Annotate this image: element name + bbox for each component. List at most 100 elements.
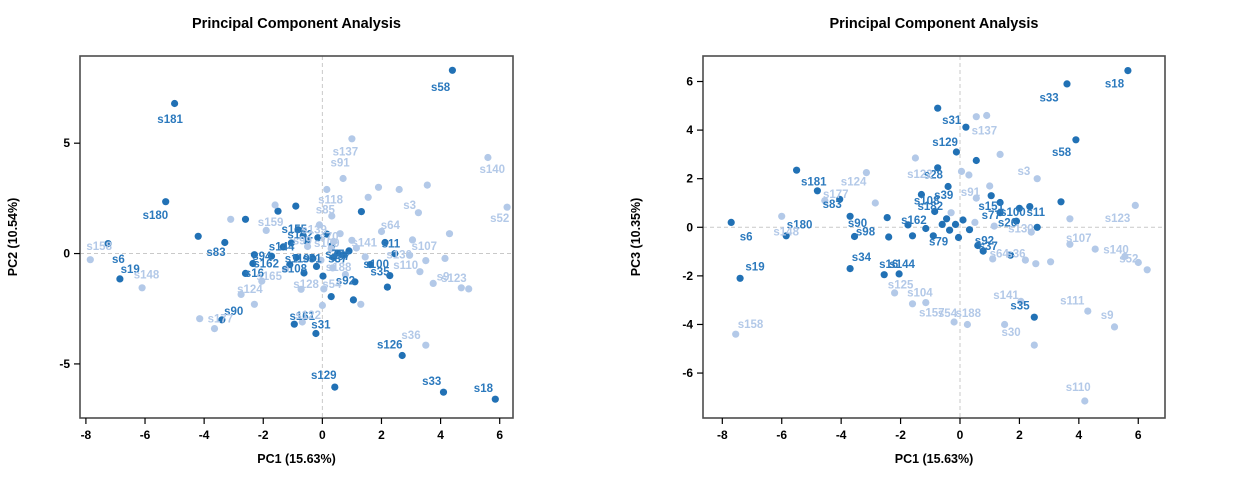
point-label-s104: s104 [907, 287, 933, 299]
point-label-s83: s83 [206, 247, 225, 259]
data-point-s19 [116, 275, 124, 283]
data-point-s18 [1124, 67, 1132, 75]
data-point-s16 [241, 269, 250, 277]
point-label-s165: s165 [256, 271, 282, 283]
data-point-s157 [950, 318, 958, 326]
data-point-s158 [86, 256, 94, 264]
point-label-s90: s90 [224, 306, 243, 318]
data-point [441, 254, 449, 262]
data-point-s188 [1001, 320, 1009, 329]
x-tick-label: 4 [437, 428, 444, 442]
point-label-s144: s144 [269, 242, 295, 254]
data-point-s92 [974, 241, 982, 250]
point-label-s180: s180 [787, 219, 813, 231]
data-point [329, 264, 337, 272]
data-point [1032, 260, 1040, 268]
y-tick-label: 2 [686, 172, 693, 186]
data-point-s130 [1027, 228, 1035, 236]
data-point [987, 192, 995, 200]
point-label-s30: s30 [1002, 327, 1021, 339]
data-point [292, 202, 300, 210]
point-label-s91: s91 [961, 187, 981, 199]
data-point [323, 230, 331, 238]
data-point-s100 [1015, 204, 1023, 212]
data-point-s125 [891, 289, 899, 297]
data-point [391, 250, 399, 258]
data-point-s162 [904, 221, 912, 229]
x-tick-label: -4 [199, 428, 210, 442]
data-point-s36 [1021, 256, 1029, 264]
data-point-s31 [962, 123, 970, 131]
data-point-s52 [1134, 258, 1142, 267]
data-point-s16 [880, 271, 888, 279]
point-label-s52: s52 [1119, 253, 1138, 265]
point-label-s37: s37 [328, 253, 347, 265]
data-point [951, 220, 960, 228]
point-label-s125: s125 [888, 279, 914, 291]
data-point [194, 232, 202, 240]
data-point-s148 [138, 284, 146, 292]
point-label-s33: s33 [422, 376, 441, 388]
data-point-s91 [972, 194, 980, 202]
data-point-s35 [386, 272, 394, 280]
data-point-s35 [1030, 313, 1038, 321]
data-point-s91 [339, 174, 347, 183]
data-point-s70 [330, 237, 338, 245]
data-point-s139 [315, 221, 323, 229]
data-point [871, 199, 879, 207]
point-label-s31: s31 [311, 320, 331, 332]
data-point-s54 [963, 320, 971, 329]
point-label-s130: s130 [386, 250, 412, 262]
data-point [1057, 198, 1065, 206]
data-point-s165 [258, 277, 266, 285]
point-label-s118: s118 [318, 195, 344, 207]
point-label-s79: s79 [929, 236, 948, 248]
point-label-s58: s58 [431, 82, 451, 94]
point-label-s51: s51 [302, 253, 322, 265]
point-label-s137: s137 [972, 126, 998, 138]
data-point-s83 [221, 238, 229, 247]
data-point [327, 293, 335, 301]
data-point-s79 [929, 232, 937, 240]
point-label-s64: s64 [990, 249, 1010, 261]
data-point-s181 [813, 187, 821, 195]
data-point-s109 [327, 245, 335, 253]
point-label-s36: s36 [1006, 249, 1025, 261]
chart-title: Principal Component Analysis [830, 16, 1039, 32]
point-label-s144: s144 [889, 259, 915, 271]
y-tick-label: -2 [682, 269, 693, 283]
data-point [986, 182, 994, 190]
point-label-s16: s16 [879, 259, 898, 271]
data-point-s34 [846, 265, 854, 273]
x-axis-label: PC1 (15.63%) [257, 452, 336, 466]
data-point [357, 300, 365, 308]
data-point [1066, 215, 1074, 223]
data-point [314, 234, 322, 242]
data-point [357, 208, 365, 216]
data-point [227, 215, 235, 223]
data-point [465, 285, 473, 293]
point-label-s161: s161 [290, 311, 316, 323]
data-point-s141 [352, 244, 360, 252]
data-point [383, 283, 391, 291]
point-label-s11: s11 [1027, 207, 1046, 219]
point-label-s157: s157 [919, 307, 945, 319]
point-label-s158: s158 [86, 241, 112, 253]
data-point-s9 [429, 279, 437, 287]
data-point [319, 272, 327, 280]
data-point [300, 269, 308, 277]
data-point-s151 [996, 198, 1004, 207]
point-label-s124: s124 [237, 284, 263, 296]
data-point-s100 [366, 261, 374, 269]
x-tick-label: -8 [81, 428, 92, 442]
point-label-s94: s94 [252, 251, 272, 263]
x-tick-label: 0 [957, 428, 964, 442]
data-point-s110 [416, 268, 424, 276]
data-point-s19 [736, 274, 744, 282]
point-label-s6: s6 [112, 254, 125, 266]
x-tick-label: -6 [776, 428, 787, 442]
point-label-s130: s130 [1008, 224, 1034, 236]
data-point [938, 220, 946, 228]
x-tick-label: 2 [1016, 428, 1023, 442]
plot-frame [79, 55, 514, 419]
